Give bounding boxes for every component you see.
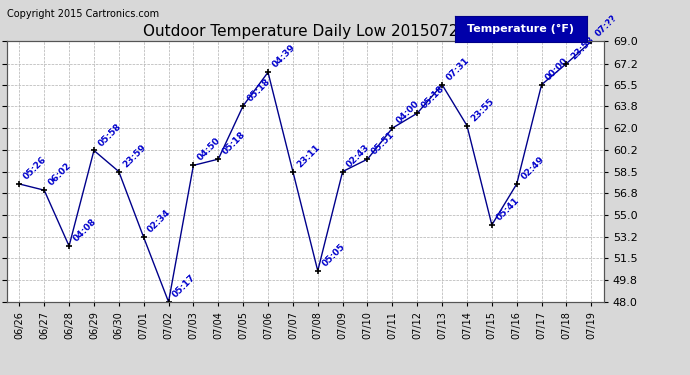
Text: 05:26: 05:26 [22,155,48,182]
Text: 02:43: 02:43 [345,142,372,169]
Text: 23:59: 23:59 [121,142,148,169]
Text: 05:41: 05:41 [494,196,521,222]
Text: 07:??: 07:?? [594,13,619,39]
Text: 05:58: 05:58 [97,122,123,148]
Text: 04:39: 04:39 [270,43,297,70]
Text: 05:18: 05:18 [420,84,446,111]
Text: 00:00: 00:00 [544,56,571,82]
Title: Outdoor Temperature Daily Low 20150720: Outdoor Temperature Daily Low 20150720 [143,24,468,39]
Text: Copyright 2015 Cartronics.com: Copyright 2015 Cartronics.com [7,9,159,20]
Text: 23:11: 23:11 [295,142,322,169]
Text: 05:05: 05:05 [320,242,346,268]
Text: 07:31: 07:31 [444,56,471,82]
Text: 23:58: 23:58 [569,34,595,61]
Text: 05:51: 05:51 [370,130,397,157]
Text: Temperature (°F): Temperature (°F) [467,24,575,34]
Text: 04:50: 04:50 [196,136,222,163]
Text: 05:18: 05:18 [221,130,247,157]
Text: 23:55: 23:55 [469,96,496,123]
Text: 04:08: 04:08 [72,217,98,243]
Text: 05:18: 05:18 [246,77,272,103]
Text: 06:02: 06:02 [47,161,73,188]
Text: 05:17: 05:17 [171,273,197,299]
Text: 02:49: 02:49 [519,155,546,182]
Text: 04:00: 04:00 [395,99,422,126]
Text: 02:34: 02:34 [146,208,172,235]
